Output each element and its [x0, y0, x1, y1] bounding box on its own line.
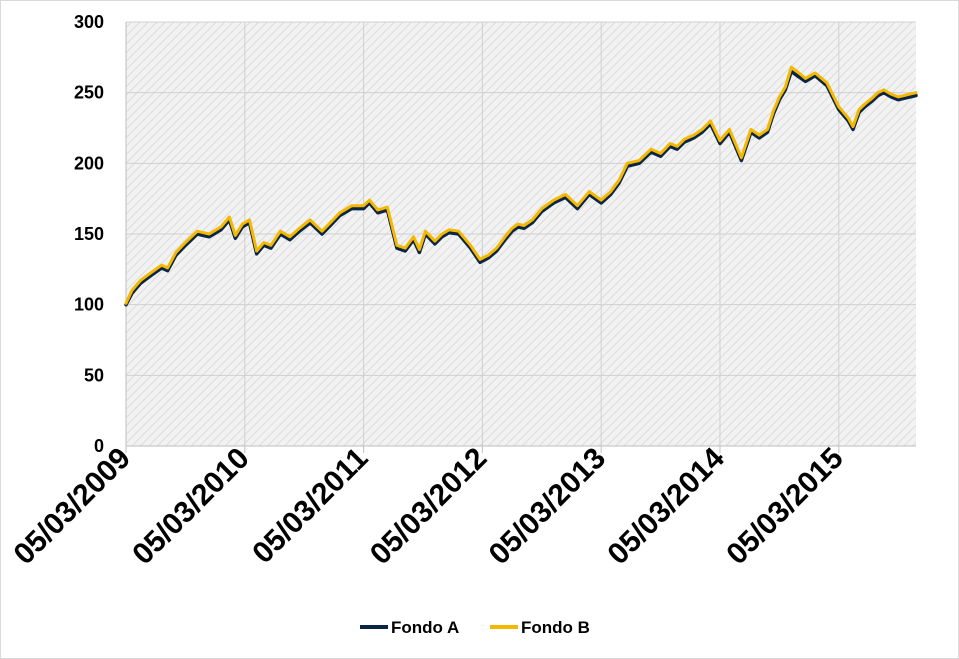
x-tick-label: 05/03/2009: [7, 442, 137, 572]
x-tick-label: 05/03/2011: [246, 442, 374, 570]
x-tick-label: 05/03/2015: [720, 442, 850, 572]
y-tick-label: 0: [94, 436, 104, 456]
legend: Fondo A Fondo B: [360, 618, 590, 637]
y-tick-label: 300: [74, 12, 104, 32]
x-tick-label: 05/03/2012: [364, 442, 494, 572]
legend-label: Fondo A: [391, 618, 459, 637]
series-layer: [124, 65, 918, 307]
y-axis-ticks: 0 50 100 150 200 250 300: [74, 12, 104, 456]
y-tick-label: 100: [74, 295, 104, 315]
y-tick-label: 150: [74, 224, 104, 244]
x-tick-label: 05/03/2013: [483, 442, 613, 572]
series-line-fondo-a: [124, 69, 918, 307]
y-tick-label: 50: [84, 365, 104, 385]
series-line-fondo-b: [124, 65, 918, 305]
x-tick-label: 05/03/2010: [126, 442, 256, 572]
gridlines: [126, 21, 916, 446]
x-axis-ticks: 05/03/200905/03/201005/03/201105/03/2012…: [7, 441, 849, 571]
y-tick-label: 200: [74, 153, 104, 173]
legend-label: Fondo B: [521, 618, 590, 637]
axes: [125, 22, 916, 453]
y-tick-label: 250: [74, 83, 104, 103]
x-tick-label: 05/03/2014: [601, 441, 731, 571]
